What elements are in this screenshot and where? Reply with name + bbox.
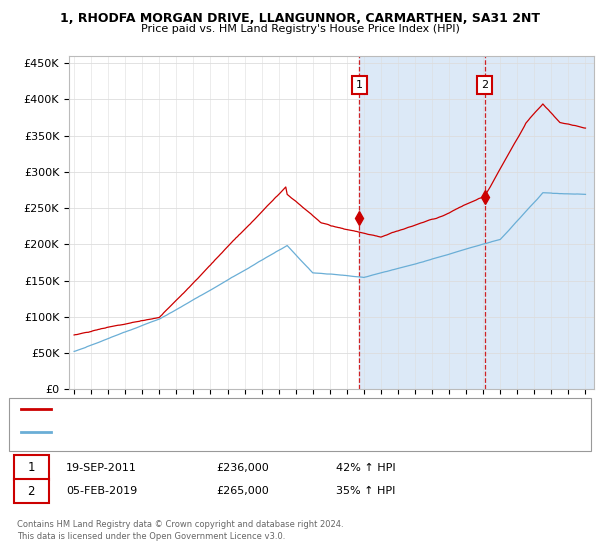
Text: 19-SEP-2011: 19-SEP-2011 [66, 463, 137, 473]
Text: 1: 1 [356, 80, 362, 90]
Text: 1, RHODFA MORGAN DRIVE, LLANGUNNOR, CARMARTHEN, SA31 2NT: 1, RHODFA MORGAN DRIVE, LLANGUNNOR, CARM… [60, 12, 540, 25]
Text: Contains HM Land Registry data © Crown copyright and database right 2024.: Contains HM Land Registry data © Crown c… [17, 520, 343, 529]
Text: £265,000: £265,000 [216, 486, 269, 496]
Text: £236,000: £236,000 [216, 463, 269, 473]
Text: HPI: Average price, detached house, Carmarthenshire: HPI: Average price, detached house, Carm… [55, 428, 299, 437]
Text: 1: 1 [28, 461, 35, 474]
Text: 2: 2 [28, 484, 35, 498]
Bar [359, 56, 594, 389]
Text: 42% ↑ HPI: 42% ↑ HPI [336, 463, 395, 473]
Text: This data is licensed under the Open Government Licence v3.0.: This data is licensed under the Open Gov… [17, 532, 285, 541]
Text: 35% ↑ HPI: 35% ↑ HPI [336, 486, 395, 496]
Text: 2: 2 [481, 80, 488, 90]
Text: 05-FEB-2019: 05-FEB-2019 [66, 486, 137, 496]
Text: 1, RHODFA MORGAN DRIVE, LLANGUNNOR, CARMARTHEN, SA31 2NT (detached house): 1, RHODFA MORGAN DRIVE, LLANGUNNOR, CARM… [55, 404, 448, 413]
Text: Price paid vs. HM Land Registry's House Price Index (HPI): Price paid vs. HM Land Registry's House … [140, 24, 460, 34]
